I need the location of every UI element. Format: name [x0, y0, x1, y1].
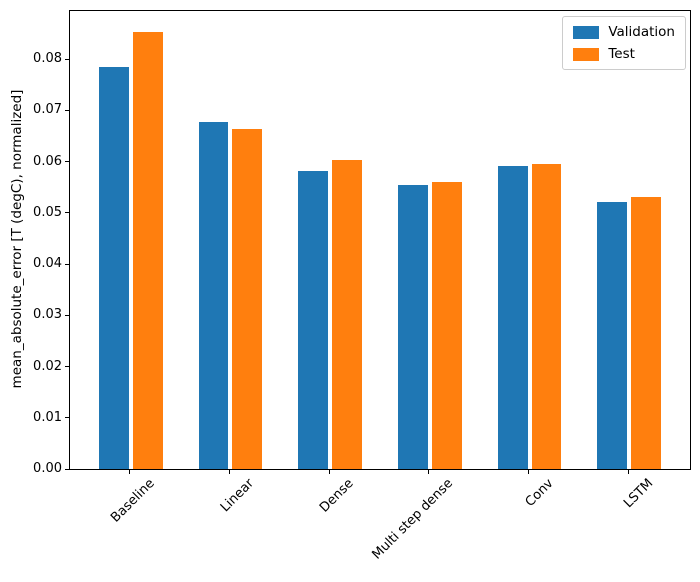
bar-validation-lstm: [597, 202, 628, 469]
x-tick-label-linear: Linear: [217, 476, 258, 516]
x-tick-mark: [328, 470, 330, 474]
bar-test-lstm: [631, 196, 662, 469]
x-tick-mark: [627, 470, 629, 474]
bar-validation-baseline: [98, 66, 129, 469]
bar-test-baseline: [132, 32, 163, 469]
y-tick-label-0.01: 0.01: [33, 409, 62, 425]
bar-validation-multi-step-dense: [397, 184, 428, 469]
bar-test-linear: [232, 129, 263, 469]
bar-validation-dense: [298, 170, 329, 469]
bar-validation-linear: [198, 121, 229, 469]
x-tick-mark: [228, 470, 230, 474]
x-tick-mark: [528, 470, 530, 474]
bar-test-conv: [531, 164, 562, 469]
x-tick-label-baseline: Baseline: [107, 476, 158, 526]
y-tick-label-0.07: 0.07: [33, 102, 62, 118]
legend-item-test: Test: [573, 47, 675, 61]
y-tick-label-0.00: 0.00: [33, 461, 62, 476]
bar-validation-conv: [497, 165, 528, 469]
legend-label-test: Test: [608, 46, 635, 62]
y-axis-label: mean_absolute_error [T (degC), normalize…: [9, 89, 25, 389]
y-tick-mark: [65, 366, 69, 368]
legend-swatch-validation: [573, 25, 600, 39]
legend-swatch-test: [573, 47, 600, 61]
y-tick-label-0.05: 0.05: [33, 204, 62, 220]
y-tick-mark: [65, 109, 69, 111]
y-tick-mark: [65, 417, 69, 419]
y-tick-label-0.06: 0.06: [33, 153, 62, 169]
y-tick-mark: [65, 212, 69, 214]
y-tick-label-0.03: 0.03: [33, 307, 62, 323]
x-tick-label-dense: Dense: [317, 476, 357, 516]
y-tick-label-0.02: 0.02: [33, 358, 62, 374]
y-tick-label-0.08: 0.08: [33, 51, 62, 67]
y-tick-label-0.04: 0.04: [33, 256, 62, 272]
legend-item-validation: Validation: [573, 25, 675, 39]
x-tick-label-lstm: LSTM: [620, 476, 656, 512]
legend: Validation Test: [562, 16, 686, 70]
y-tick-mark: [65, 58, 69, 60]
x-tick-label-conv: Conv: [522, 476, 557, 510]
y-tick-mark: [65, 468, 69, 470]
y-tick-mark: [65, 161, 69, 163]
y-tick-mark: [65, 314, 69, 316]
y-tick-mark: [65, 263, 69, 265]
bar-test-multi-step-dense: [431, 182, 462, 469]
legend-label-validation: Validation: [608, 24, 675, 40]
x-tick-label-multi-step-dense: Multi step dense: [369, 476, 457, 563]
plot-area: [69, 10, 691, 470]
bar-test-dense: [332, 160, 363, 469]
x-tick-mark: [129, 470, 131, 474]
x-tick-mark: [428, 470, 430, 474]
